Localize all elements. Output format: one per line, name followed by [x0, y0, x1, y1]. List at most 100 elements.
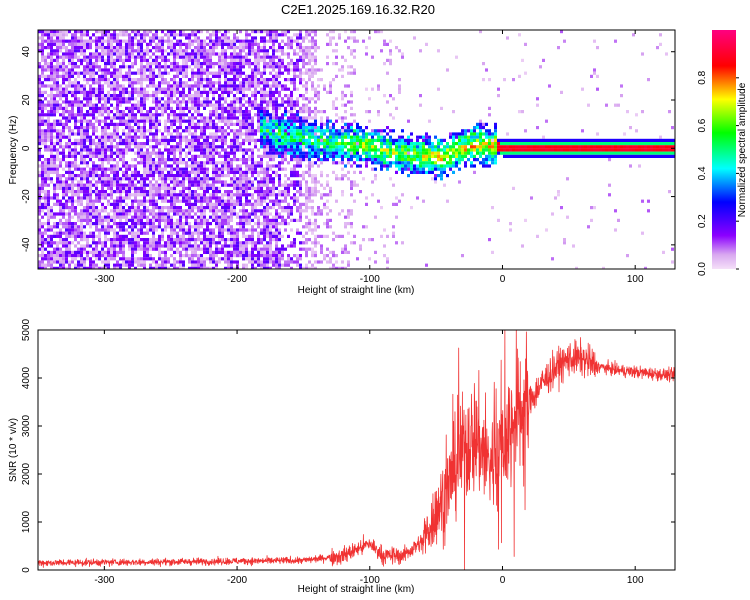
spectrogram-cell — [194, 196, 197, 200]
spectrogram-cell — [110, 247, 113, 251]
spectrogram-cell — [167, 142, 170, 146]
spectrogram-cell — [239, 68, 242, 72]
spectrogram-cell — [230, 78, 233, 82]
spectrogram-cell — [146, 158, 149, 162]
spectrogram-cell — [170, 148, 173, 152]
spectrogram-cell — [188, 212, 191, 216]
spectrogram-cell — [197, 174, 200, 178]
spectrogram-cell — [131, 228, 134, 232]
spectrogram-cell — [71, 174, 74, 178]
spectrogram-cell — [44, 135, 47, 139]
spectrogram-cell — [116, 266, 119, 269]
spectrogram-cell — [56, 222, 59, 226]
spectrogram-cell — [290, 260, 293, 264]
spectrogram-cell — [194, 100, 197, 104]
spectrogram-cell — [149, 170, 152, 174]
spectrogram-cell — [62, 260, 65, 264]
spectrogram-cell — [206, 71, 209, 75]
spectrogram-cell — [260, 266, 263, 269]
spectrogram-cell — [272, 234, 275, 238]
spectrogram-cell — [158, 190, 161, 194]
spectrogram-cell — [125, 196, 128, 200]
spectrogram-cell — [215, 206, 218, 210]
spectrogram-cell — [182, 68, 185, 72]
spectrogram-cell — [200, 222, 203, 226]
spectrogram-cell — [152, 97, 155, 101]
spectrogram-cell — [239, 202, 242, 206]
spectrogram-cell — [224, 212, 227, 216]
spectrogram-cell — [245, 84, 248, 88]
spectrogram-cell — [143, 199, 146, 203]
spectrogram-cell — [80, 234, 83, 238]
spectrogram-cell — [104, 180, 107, 184]
spectrogram-cell — [146, 148, 149, 152]
spectrogram-cell — [101, 30, 104, 34]
spectrogram-cell — [176, 52, 179, 56]
spectrogram-cell — [275, 244, 278, 248]
spectrogram-cell — [176, 161, 179, 165]
spectrogram-cell — [203, 145, 206, 149]
spectrogram-cell — [191, 74, 194, 78]
spectrogram-cell — [182, 260, 185, 264]
spectrogram-cell — [176, 225, 179, 229]
spectrogram-cell — [77, 241, 80, 245]
spectrogram-cell — [125, 257, 128, 261]
spectrogram-cell — [236, 247, 239, 251]
spectrogram-cell — [278, 263, 281, 267]
spectrogram-cell — [68, 231, 71, 235]
spectrogram-cell — [68, 215, 71, 219]
spectrogram-cell — [161, 71, 164, 75]
spectrogram-cell — [59, 199, 62, 203]
spectrogram-cell — [167, 247, 170, 251]
spectrogram-cell — [251, 238, 254, 242]
spectrogram-cell — [179, 132, 182, 136]
spectrogram-cell — [107, 116, 110, 120]
spectrogram-cell — [200, 71, 203, 75]
spectrogram-cell — [98, 209, 101, 213]
spectrogram-cell — [113, 167, 116, 171]
spectrogram-cell — [194, 97, 197, 101]
spectrogram-cell — [251, 116, 254, 120]
spectrogram-cell — [224, 180, 227, 184]
spectrogram-cell — [185, 154, 188, 158]
spectrogram-cell — [161, 132, 164, 136]
spectrogram-cell — [209, 206, 212, 210]
spectrogram-cell — [251, 119, 254, 123]
spectrogram-cell — [182, 247, 185, 251]
spectrogram-cell — [119, 222, 122, 226]
spectrogram-cell — [173, 260, 176, 264]
spectrogram-cell — [86, 174, 89, 178]
spectrogram-cell — [248, 215, 251, 219]
spectrogram-cell — [80, 180, 83, 184]
spectrogram-cell — [62, 202, 65, 206]
spectrogram-cell — [134, 145, 137, 149]
spectrogram-cell — [152, 39, 155, 43]
spectrogram-cell — [263, 222, 266, 226]
spectrogram-cell — [257, 225, 260, 229]
spectrogram-cell — [203, 190, 206, 194]
spectrogram-cell — [116, 52, 119, 56]
spectrogram-cell — [281, 145, 284, 149]
spectrogram-cell — [239, 46, 242, 50]
spectrogram-cell — [56, 231, 59, 235]
spectrogram-cell — [197, 55, 200, 59]
spectrogram-cell — [86, 68, 89, 72]
spectrogram-cell — [182, 263, 185, 267]
spectrogram-cell — [233, 68, 236, 72]
spectrogram-cell — [209, 100, 212, 104]
spectrogram-cell — [212, 30, 215, 34]
spectrogram-cell — [152, 244, 155, 248]
spectrogram-cell — [68, 199, 71, 203]
spectrogram-cell — [206, 142, 209, 146]
spectrogram-cell — [227, 84, 230, 88]
spectrogram-cell — [131, 87, 134, 91]
spectrogram-cell — [176, 132, 179, 136]
spectrogram-cell — [152, 257, 155, 261]
spectrogram-cell — [131, 138, 134, 142]
spectrogram-cell — [56, 135, 59, 139]
spectrogram-cell — [296, 46, 299, 50]
spectrogram-cell — [161, 174, 164, 178]
spectrogram-cell — [206, 100, 209, 104]
spectrogram-cell — [56, 55, 59, 59]
spectrogram-cell — [44, 129, 47, 133]
